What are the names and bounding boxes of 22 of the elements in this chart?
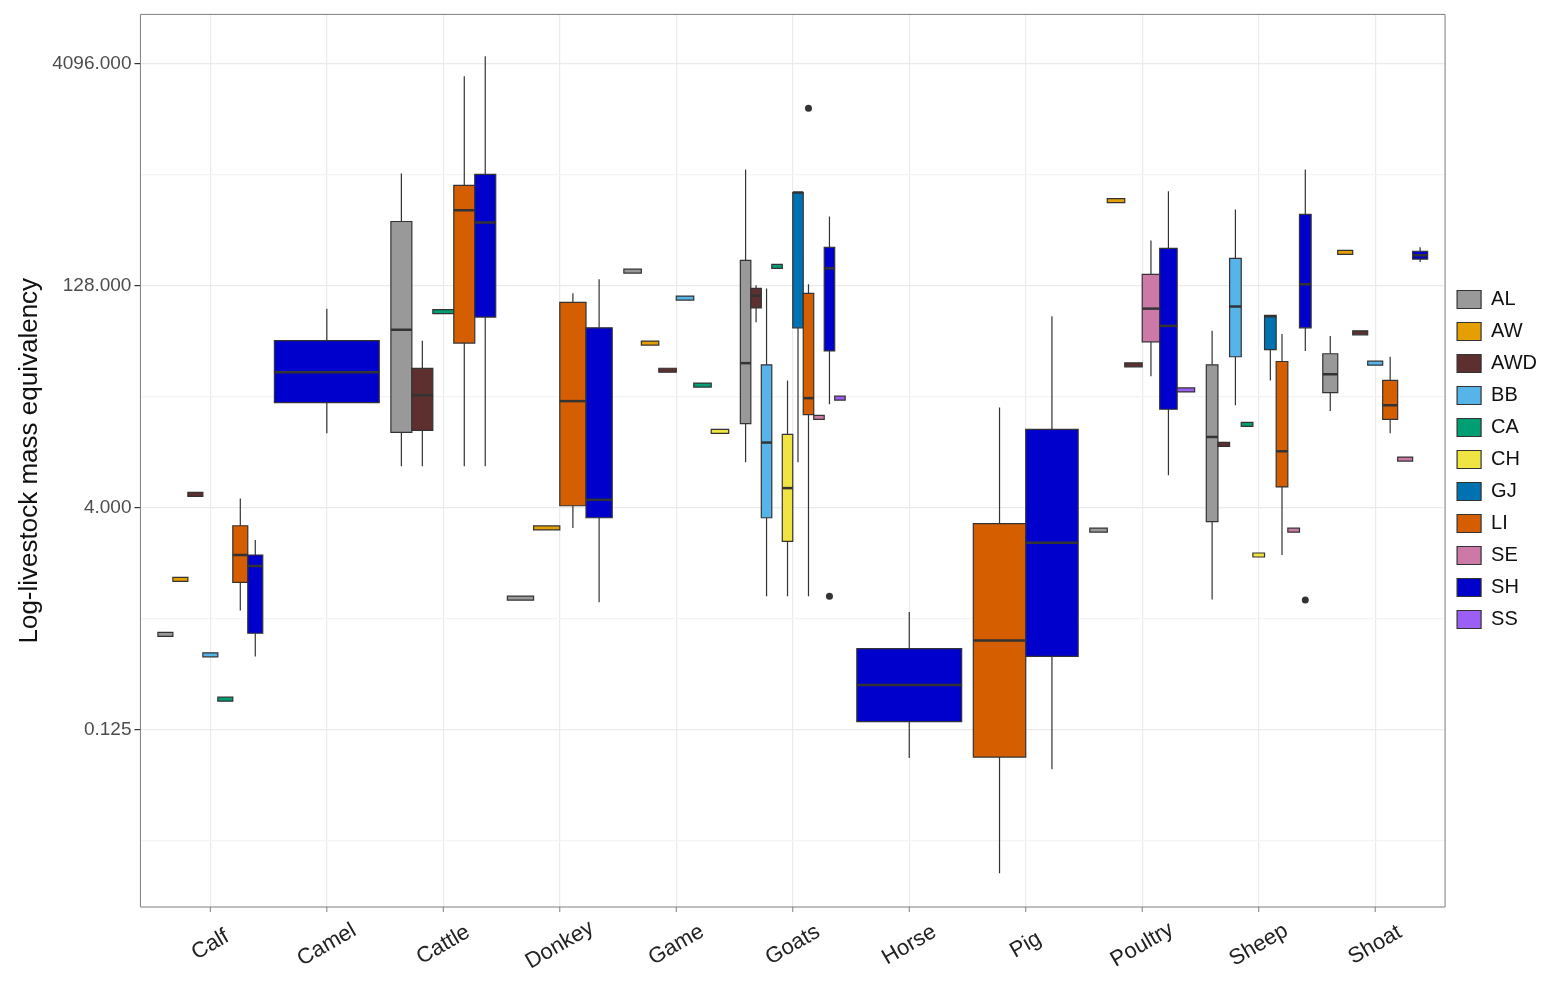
legend-label: SS <box>1491 607 1518 630</box>
x-tick-label: Calf <box>186 922 234 965</box>
x-tick-label: Goats <box>760 918 824 970</box>
x-tick-label: Pig <box>1005 924 1046 963</box>
y-tick-label: 128.000 <box>62 273 132 295</box>
y-tick-label: 4096.000 <box>52 51 132 73</box>
legend-label: AWD <box>1491 351 1537 374</box>
y-axis-title: Log-livestock mass equivalency <box>12 277 43 644</box>
y-tick-label: 0.125 <box>83 717 132 739</box>
legend-label: AL <box>1491 287 1516 310</box>
legend-label: GJ <box>1491 479 1517 502</box>
legend-label: CH <box>1491 447 1520 470</box>
legend-label: CA <box>1491 415 1520 438</box>
legend-label: LI <box>1491 511 1508 534</box>
legend-label: BB <box>1491 383 1518 406</box>
y-tick-label: 4.000 <box>83 495 132 517</box>
legend-label: SE <box>1491 543 1518 566</box>
x-tick-label: Horse <box>876 918 941 970</box>
x-tick-label: Game <box>643 917 708 970</box>
x-tick-label: Cattle <box>411 918 474 969</box>
legend-label: AW <box>1491 319 1523 342</box>
legend-label: SH <box>1491 575 1519 598</box>
